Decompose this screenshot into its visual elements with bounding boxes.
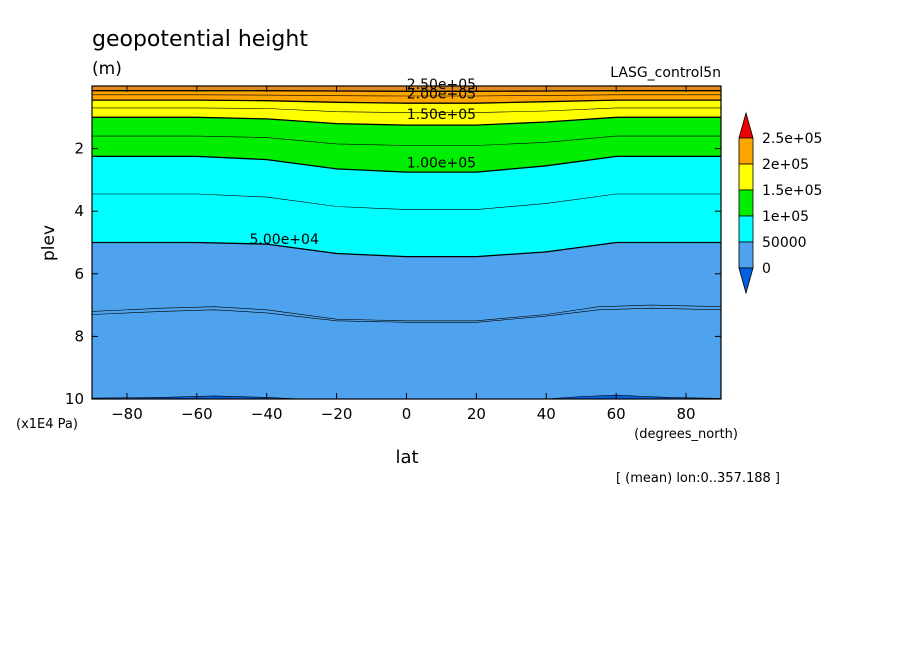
y-tick-label: 6 bbox=[74, 265, 84, 283]
x-tick-label: −80 bbox=[111, 405, 143, 423]
contour-line-20000 bbox=[91, 304, 722, 322]
contour-line-10000 bbox=[91, 395, 302, 400]
chart-title: geopotential height bbox=[92, 27, 308, 52]
y-tick-label: 10 bbox=[65, 390, 84, 408]
contour-label-250000: 2.50e+05 bbox=[407, 77, 476, 93]
colorbar-label: 1e+05 bbox=[762, 209, 809, 225]
x-axis-label: lat bbox=[395, 447, 418, 468]
contour-line-150000 bbox=[92, 116, 721, 126]
colorbar-label: 2.5e+05 bbox=[762, 131, 822, 147]
y-tick-label: 4 bbox=[74, 202, 84, 220]
colorbar-swatch bbox=[738, 215, 754, 243]
x-tick-label: 20 bbox=[467, 405, 486, 423]
contour-line-75000 bbox=[92, 193, 721, 210]
x-tick-label: 0 bbox=[402, 405, 412, 423]
colorbar-label: 0 bbox=[762, 261, 771, 277]
contour-label-200000: 2.00e+05 bbox=[407, 87, 476, 103]
x-tick-label: 60 bbox=[607, 405, 626, 423]
x-tick-label: 40 bbox=[537, 405, 556, 423]
contour-line-200000 bbox=[92, 99, 721, 104]
contour-line-25000 bbox=[91, 307, 722, 323]
contour-line-175000 bbox=[92, 107, 721, 113]
colorbar-swatch bbox=[738, 189, 754, 217]
dataset-label: LASG_control5n bbox=[610, 65, 721, 81]
x-tick-label: −60 bbox=[181, 405, 213, 423]
contour-labels: 5.00e+04 1.00e+05 1.50e+05 2.00e+052.50e+05 bbox=[250, 77, 477, 248]
x-tick-label: 80 bbox=[677, 405, 696, 423]
x-axis: −80 −60 −40 −20 0 20 40 60 80 bbox=[111, 86, 696, 423]
units-label: (m) bbox=[92, 59, 122, 79]
x-tick-label: −40 bbox=[251, 405, 283, 423]
y-tick-label: 8 bbox=[74, 327, 84, 345]
contour-line-50000 bbox=[92, 241, 721, 258]
y-tick-label: 2 bbox=[74, 140, 84, 158]
colorbar-extend-min bbox=[738, 267, 754, 295]
contour-line-125000 bbox=[92, 135, 721, 146]
contour-label-50000: 5.00e+04 bbox=[250, 232, 319, 248]
chart-subtitle: [ (mean) lon:0..357.188 ] bbox=[616, 471, 780, 486]
y-axis-label: plev bbox=[39, 225, 59, 261]
colorbar-swatch bbox=[738, 137, 754, 165]
colorbar-label: 1.5e+05 bbox=[762, 183, 822, 199]
colorbar-swatch bbox=[738, 241, 754, 269]
colorbar-swatch bbox=[738, 163, 754, 191]
y-units-label: (x1E4 Pa) bbox=[16, 417, 78, 432]
contour-label-100000: 1.00e+05 bbox=[407, 155, 476, 171]
contour-line-225000 bbox=[92, 94, 721, 97]
colorbar: 2.5e+05 2e+05 1.5e+05 1e+05 50000 0 bbox=[738, 111, 822, 295]
x-tick-label: −20 bbox=[321, 405, 353, 423]
colorbar-label: 2e+05 bbox=[762, 157, 809, 173]
colorbar-extend-max bbox=[738, 111, 754, 139]
x-units-label: (degrees_north) bbox=[634, 427, 738, 442]
band-bottom-2 bbox=[546, 395, 721, 399]
y-axis: 2 4 6 8 10 bbox=[65, 140, 721, 408]
colorbar-label: 50000 bbox=[762, 235, 807, 251]
contour-label-150000: 1.50e+05 bbox=[407, 107, 476, 123]
contour-lines bbox=[91, 90, 722, 400]
contour-line-100000 bbox=[92, 155, 721, 173]
